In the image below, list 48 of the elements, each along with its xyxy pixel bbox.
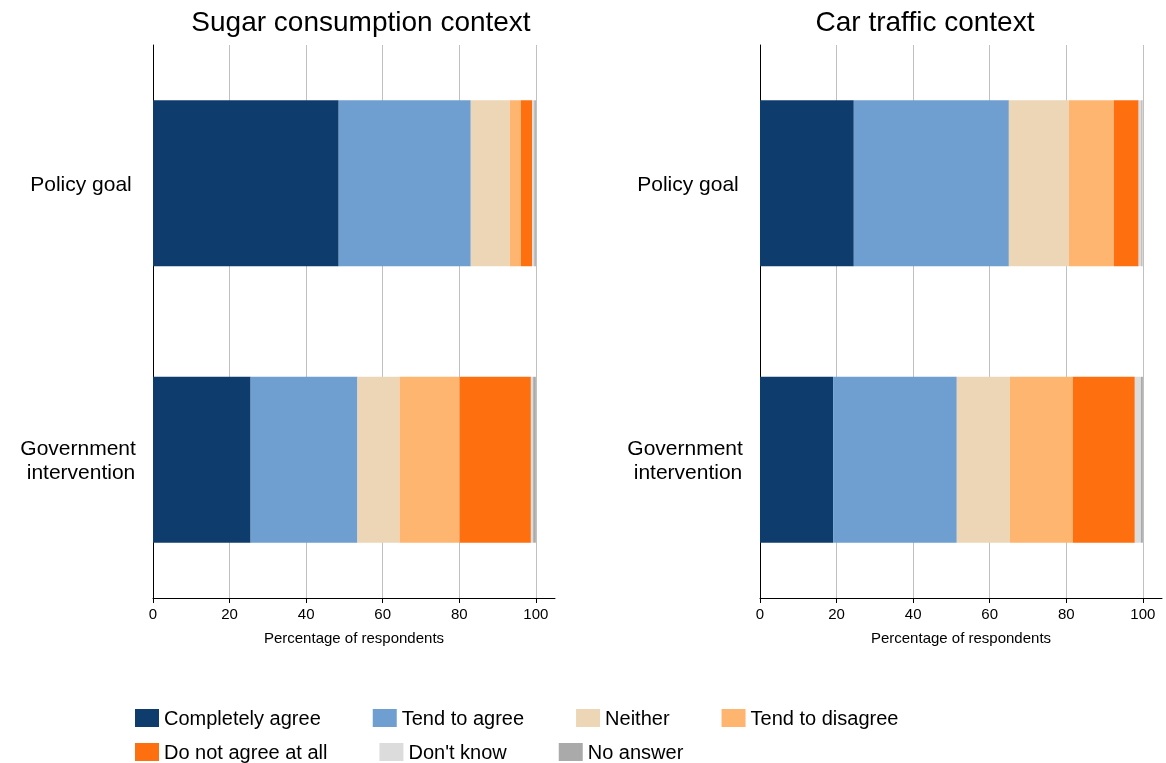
x-tick-label: 80 (450, 605, 468, 622)
chart-title: Sugar consumption context (191, 5, 531, 37)
bar (338, 100, 471, 267)
x-tick-label: 80 (1057, 605, 1075, 622)
x-axis-title: Percentage of respondents (870, 629, 1052, 646)
legend-label: Don't know (408, 741, 508, 763)
x-tick-label: 100 (523, 605, 549, 622)
x-tick-label: 0 (755, 605, 765, 622)
y-tick-label: Policy goal (30, 171, 132, 195)
bar (509, 100, 521, 267)
x-tick-label: 40 (297, 605, 315, 622)
legend-label: No answer (587, 741, 684, 763)
bar (459, 376, 531, 543)
bar (1068, 100, 1114, 267)
x-tick-label: 0 (148, 605, 158, 622)
bar (1008, 100, 1069, 267)
bar (1010, 376, 1073, 543)
bar (470, 100, 510, 267)
bar (520, 100, 533, 267)
x-tick-label: 100 (1130, 605, 1156, 622)
bar (357, 376, 400, 543)
bar (853, 100, 1009, 267)
y-tick-label: Government intervention (20, 436, 142, 484)
y-tick-label: Government intervention (627, 436, 749, 484)
bar (1113, 100, 1139, 267)
x-tick-label: 60 (981, 605, 999, 622)
bar (833, 376, 957, 543)
x-tick-label: 20 (828, 605, 845, 622)
y-tick-label: Policy goal (637, 171, 739, 195)
bar (760, 100, 854, 267)
bar (1134, 376, 1141, 543)
legend-label: Tend to agree (401, 707, 525, 729)
bar (250, 376, 358, 543)
legend-label: Do not agree at all (164, 741, 328, 763)
chart-title: Car traffic context (815, 5, 1035, 37)
bar (956, 376, 1011, 543)
bar (1072, 376, 1135, 543)
x-tick-label: 40 (904, 605, 922, 622)
legend-label: Tend to disagree (750, 707, 899, 729)
bar (760, 376, 834, 543)
bar (153, 376, 251, 543)
bar (153, 100, 339, 267)
legend-label: Completely agree (164, 707, 321, 729)
x-axis-title: Percentage of respondents (263, 629, 445, 646)
x-tick-label: 60 (374, 605, 392, 622)
legend-label: Neither (605, 707, 670, 729)
x-tick-label: 20 (221, 605, 238, 622)
bar (399, 376, 460, 543)
